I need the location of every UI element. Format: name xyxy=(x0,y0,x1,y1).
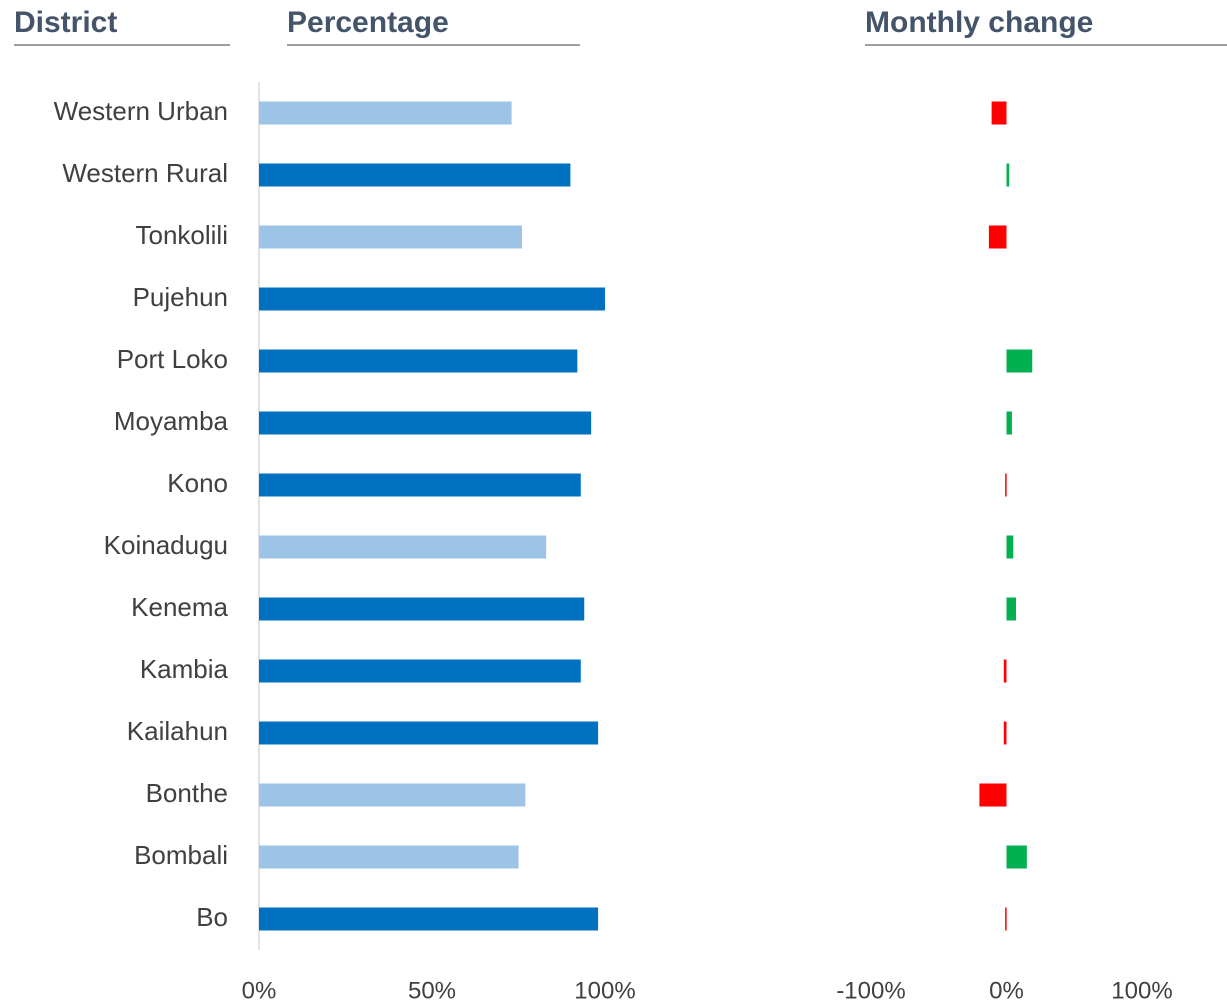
category-label: Koinadugu xyxy=(104,530,228,560)
bar xyxy=(259,783,526,807)
bar xyxy=(1005,473,1007,497)
bar xyxy=(991,101,1007,125)
category-label: Port Loko xyxy=(117,344,228,374)
bar xyxy=(259,721,599,745)
x-tick-label: 100% xyxy=(1111,977,1172,1004)
bar xyxy=(1006,845,1027,869)
category-label: Kenema xyxy=(131,592,228,622)
x-tick-label: 0% xyxy=(989,977,1024,1004)
bar xyxy=(259,907,599,931)
bar xyxy=(979,783,1007,807)
bar xyxy=(259,163,571,187)
bar xyxy=(259,845,519,869)
category-label: Tonkolili xyxy=(136,220,229,250)
bar xyxy=(1003,721,1007,745)
bar xyxy=(1005,907,1007,931)
bar xyxy=(259,535,547,559)
bar xyxy=(259,101,512,125)
category-label: Western Urban xyxy=(54,96,228,126)
bar xyxy=(259,225,522,249)
panel-title: Percentage xyxy=(287,6,449,39)
category-label: Bonthe xyxy=(146,778,228,808)
bar xyxy=(1006,535,1014,559)
category-label: Western Rural xyxy=(62,158,228,188)
bar xyxy=(1006,411,1012,435)
x-tick-label: -100% xyxy=(836,977,905,1004)
bar xyxy=(988,225,1007,249)
bar xyxy=(259,287,605,311)
bar xyxy=(259,659,581,683)
category-label: Bombali xyxy=(134,840,228,870)
bar xyxy=(259,411,592,435)
bar xyxy=(1006,163,1010,187)
category-label: Kailahun xyxy=(127,716,228,746)
bar xyxy=(1003,659,1007,683)
category-label: Bo xyxy=(196,902,228,932)
bar xyxy=(259,597,585,621)
bar xyxy=(259,349,578,373)
category-label: Kono xyxy=(167,468,228,498)
x-tick-label: 100% xyxy=(574,977,635,1004)
category-label: Moyamba xyxy=(114,406,229,436)
panel-title: Monthly change xyxy=(865,6,1093,39)
category-title: District xyxy=(14,6,117,39)
bar xyxy=(1006,597,1016,621)
bar xyxy=(1006,349,1033,373)
x-tick-label: 50% xyxy=(408,977,456,1004)
category-label: Kambia xyxy=(140,654,229,684)
category-label: Pujehun xyxy=(133,282,228,312)
bar xyxy=(259,473,581,497)
x-tick-label: 0% xyxy=(242,977,277,1004)
